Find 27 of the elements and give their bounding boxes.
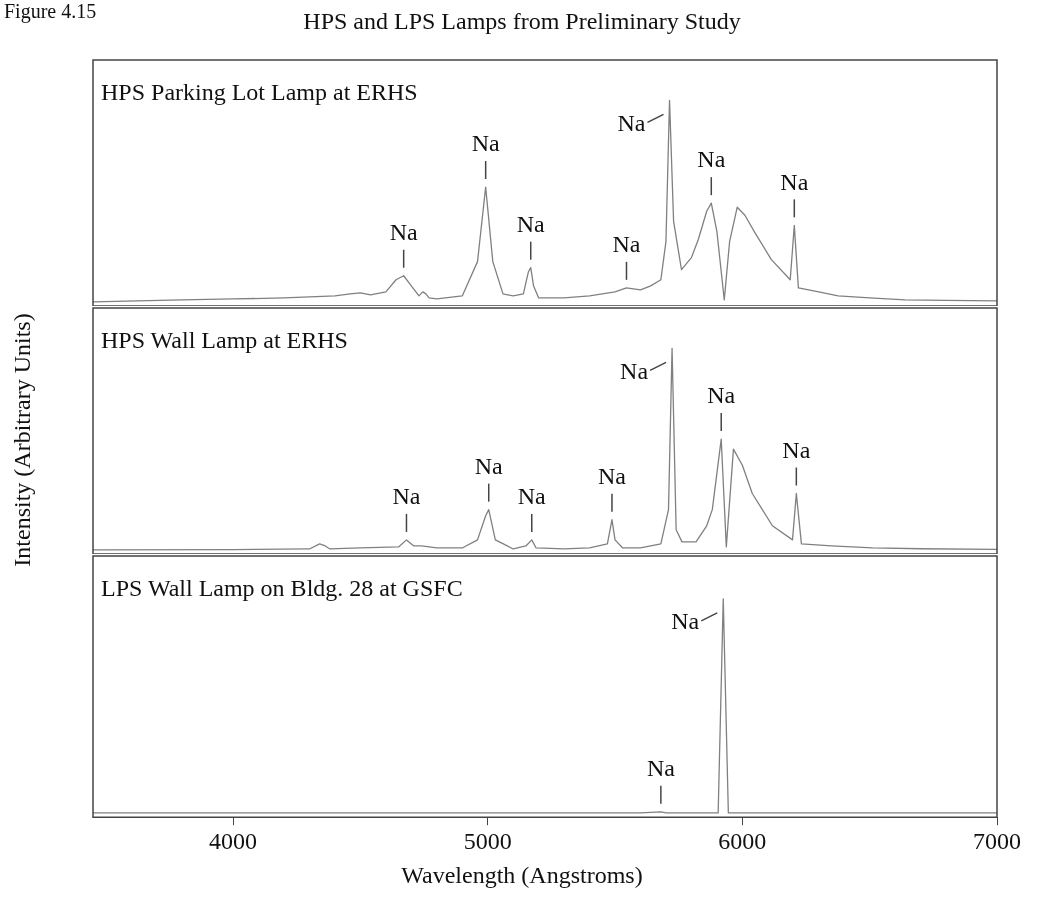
annotation: Na <box>392 483 421 510</box>
annotation: Na <box>612 231 641 258</box>
annotation: Na <box>620 357 649 384</box>
chart-subtitle: HPS Wall Lamp at ERHS <box>101 327 348 354</box>
annotation: Na <box>671 608 700 635</box>
annotation: Na <box>782 436 811 463</box>
annotation: Na <box>697 146 726 173</box>
y-axis-title: Intensity (Arbitrary Units) <box>8 313 36 567</box>
x-tick-label: 7000 <box>973 827 1021 854</box>
annotation: Na <box>617 109 646 136</box>
annotation: Na <box>516 210 546 237</box>
x-tick-label: 5000 <box>463 827 512 854</box>
chart-subtitle: LPS Wall Lamp on Bldg. 28 at GSFC <box>101 575 463 602</box>
caption: Figure 4.15 <box>4 0 97 23</box>
x-tick-label: 6000 <box>718 827 767 854</box>
x-axis-title: Wavelength (Angstroms) <box>400 862 644 889</box>
annotation: Na <box>389 219 419 246</box>
chart-title: HPS and LPS Lamps from Preliminary Study <box>303 8 741 34</box>
annotation: Na <box>646 755 676 782</box>
chart-subtitle: HPS Parking Lot Lamp at ERHS <box>101 79 418 106</box>
annotation: Na <box>597 463 627 490</box>
annotation: Na <box>474 452 504 479</box>
annotation: Na <box>517 483 547 510</box>
x-tick-label: 4000 <box>209 827 258 854</box>
annotation: Na <box>780 168 809 195</box>
annotation: Na <box>707 382 736 409</box>
annotation: Na <box>471 130 501 157</box>
